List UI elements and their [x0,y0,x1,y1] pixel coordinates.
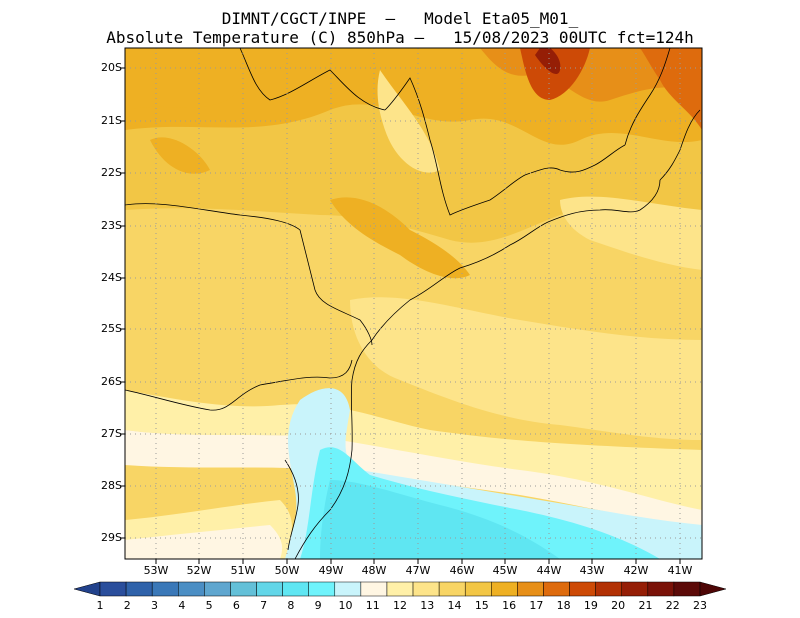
lon-label: 43W [579,564,605,577]
lat-label: 22S [101,166,122,179]
colorbar-swatch [621,581,649,597]
colorbar-label: 1 [96,599,104,612]
colorbar-swatch [256,581,283,597]
colorbar-swatch [99,581,127,597]
lat-label: 20S [101,61,122,74]
lat-label: 24S [101,271,122,284]
colorbar-swatch [125,581,153,597]
colorbar-swatch [178,581,205,597]
lon-label: 46W [449,564,475,577]
colorbar-swatch [464,581,492,597]
lat-label: 25S [101,322,122,335]
colorbar-label: 9 [314,599,322,612]
colorbar-label: 11 [365,599,380,612]
lat-label: 27S [101,427,122,440]
lon-label: 49W [318,564,344,577]
colorbar-swatch [204,581,231,597]
colorbar-swatch [569,581,596,597]
colorbar-swatch [438,581,466,597]
lon-label: 47W [405,564,431,577]
lon-label: 48W [361,564,387,577]
lon-label: 51W [230,564,256,577]
grid-lines [125,48,702,559]
colorbar-swatch [673,581,701,597]
colorbar-label: 10 [338,599,353,612]
colorbar-swatch [308,581,336,597]
colorbar-label: 4 [178,599,186,612]
lon-label: 45W [492,564,518,577]
map-frame [124,47,703,560]
colorbar-label: 21 [638,599,653,612]
lat-label: 23S [101,219,122,232]
axis-ticks [120,67,681,564]
colorbar-label: 6 [232,599,240,612]
colorbar-label: 13 [420,599,435,612]
colorbar-swatch [647,581,675,597]
colorbar-swatch [595,581,622,597]
colorbar-swatch [282,581,309,597]
lon-label: 42W [623,564,649,577]
lon-label: 44W [536,564,562,577]
lon-label: 52W [186,564,212,577]
colorbar-label: 14 [447,599,462,612]
colorbar-label: 12 [393,599,407,612]
colorbar-swatch [230,581,257,597]
colorbar-label: 22 [665,599,680,612]
temperature-field [125,48,702,559]
colorbar-low-arrow [73,581,101,597]
colorbar-swatch [386,581,414,597]
colorbar-label: 2 [123,599,131,612]
colorbar-label: 18 [556,599,571,612]
colorbar-label: 15 [474,599,489,612]
colorbar-label: 3 [151,599,159,612]
colorbar-label: 8 [287,599,295,612]
lon-label: 50W [274,564,300,577]
colorbar [73,581,727,597]
lat-label: 26S [101,375,122,388]
coastline-and-borders [124,47,701,560]
colorbar-label: 20 [611,599,626,612]
colorbar-swatch [491,581,518,597]
colorbar-label: 17 [529,599,544,612]
lat-label: 21S [101,114,122,127]
colorbar-swatch [151,581,179,597]
colorbar-label: 5 [205,599,213,612]
colorbar-swatch [517,581,544,597]
title-line-1: DIMNT/CGCT/INPE – Model Eta05_M01_ [221,9,579,28]
colorbar-label: 19 [583,599,598,612]
colorbar-high-arrow [699,581,727,597]
title-line-2: Absolute Temperature (C) 850hPa – 15/08/… [106,28,694,47]
colorbar-label: 16 [502,599,517,612]
colorbar-label: 23 [693,599,707,612]
colorbar-swatch [543,581,570,597]
lat-label: 28S [101,479,122,492]
colorbar-label: 7 [260,599,268,612]
colorbar-swatch [412,581,440,597]
lat-label: 29S [101,531,122,544]
colorbar-swatch [334,581,362,597]
lon-label: 53W [143,564,169,577]
colorbar-swatch [360,581,388,597]
lon-label: 41W [667,564,693,577]
